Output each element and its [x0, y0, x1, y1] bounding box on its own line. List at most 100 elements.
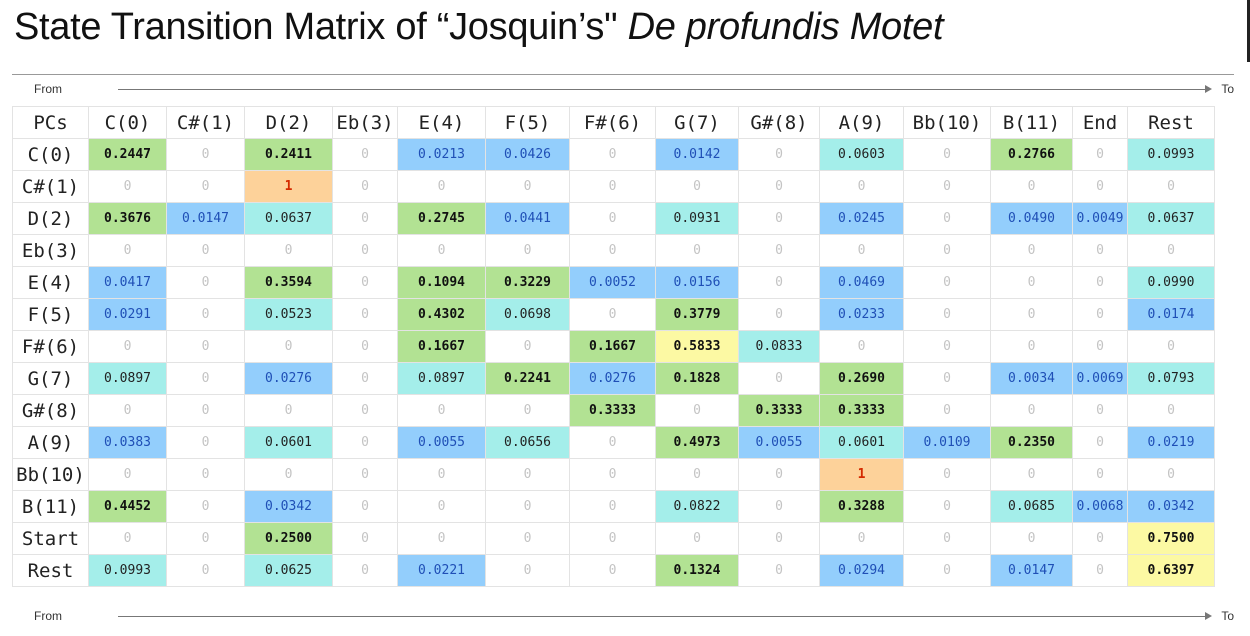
matrix-row: G(7) 0.0897 0 0.0276 0 0.0897 0.2241 0.0276 0.18…: [12, 362, 1215, 395]
matrix-cell: 0: [738, 458, 820, 491]
matrix-cell: 0.0685: [990, 490, 1073, 523]
matrix-cell: 0.2411: [244, 138, 333, 171]
matrix-cell: 0: [332, 266, 398, 299]
matrix-cell: 0.2745: [397, 202, 486, 235]
matrix-cell: 0: [166, 234, 245, 267]
matrix-cell: 0: [1127, 394, 1215, 427]
matrix-cell: 0: [1127, 330, 1215, 363]
matrix-cell: 0.0993: [1127, 138, 1215, 171]
matrix-cell: 0.0993: [88, 554, 167, 587]
matrix-cell: 0: [332, 362, 398, 395]
matrix-cell: 0.2766: [990, 138, 1073, 171]
matrix-cell: 0: [655, 234, 739, 267]
matrix-cell: 0: [397, 234, 486, 267]
matrix-cell: 0.0793: [1127, 362, 1215, 395]
matrix-cell: 0: [903, 330, 991, 363]
row-header: E(4): [12, 266, 89, 299]
matrix-cell: 0: [569, 234, 656, 267]
matrix-cell: 0.6397: [1127, 554, 1215, 587]
matrix-row: Bb(10) 0 0 0 0 0 0 0 0 0 1 0 0 0 0: [12, 458, 1215, 491]
column-header: C(0): [88, 106, 167, 139]
matrix-cell: 0: [485, 234, 570, 267]
matrix-cell: 0: [738, 234, 820, 267]
transition-matrix: PCs C(0) C#(1) D(2) Eb(3) E(4) F(5) F#(6) G(7) G#…: [12, 106, 1215, 587]
matrix-cell: 0.2690: [819, 362, 904, 395]
matrix-cell: 0: [485, 330, 570, 363]
matrix-cell: 0: [166, 170, 245, 203]
matrix-cell: 0: [332, 426, 398, 459]
matrix-cell: 0: [485, 554, 570, 587]
matrix-cell: 0: [569, 138, 656, 171]
matrix-cell: 0.0294: [819, 554, 904, 587]
matrix-cell: 0.4452: [88, 490, 167, 523]
from-to-arrow-bottom: From To: [12, 607, 1234, 625]
matrix-cell: 0.0637: [244, 202, 333, 235]
matrix-cell: 0.0383: [88, 426, 167, 459]
matrix-cell: 0: [819, 234, 904, 267]
matrix-cell: 0: [903, 298, 991, 331]
matrix-cell: 0: [903, 490, 991, 523]
matrix-cell: 0: [903, 202, 991, 235]
matrix-cell: 0.0147: [166, 202, 245, 235]
matrix-cell: 0.0069: [1072, 362, 1128, 395]
matrix-cell: 0: [903, 554, 991, 587]
matrix-cell: 0: [332, 490, 398, 523]
matrix-cell: 0.0221: [397, 554, 486, 587]
matrix-cell: 0.0291: [88, 298, 167, 331]
matrix-cell: 0: [738, 554, 820, 587]
matrix-cell: 0: [332, 554, 398, 587]
matrix-cell: 0: [332, 298, 398, 331]
matrix-cell: 1: [244, 170, 333, 203]
row-header: Bb(10): [12, 458, 89, 491]
matrix-cell: 0: [88, 234, 167, 267]
matrix-cell: 0.3288: [819, 490, 904, 523]
matrix-cell: 0: [332, 170, 398, 203]
matrix-cell: 0: [166, 522, 245, 555]
matrix-cell: 0: [738, 138, 820, 171]
matrix-row: C#(1) 0 0 1 0 0 0 0 0 0 0 0 0 0 0: [12, 170, 1215, 203]
matrix-cell: 0.1094: [397, 266, 486, 299]
matrix-cell: 0.0656: [485, 426, 570, 459]
matrix-cell: 0: [990, 266, 1073, 299]
matrix-cell: 0.3333: [569, 394, 656, 427]
row-header: Rest: [12, 554, 89, 587]
matrix-cell: 0: [738, 266, 820, 299]
matrix-cell: 0: [166, 426, 245, 459]
matrix-cell: 0: [244, 330, 333, 363]
matrix-cell: 0.4302: [397, 298, 486, 331]
matrix-cell: 0.0523: [244, 298, 333, 331]
matrix-row: Eb(3) 0 0 0 0 0 0 0 0 0 0 0 0 0 0: [12, 234, 1215, 267]
column-header: G#(8): [738, 106, 820, 139]
matrix-cell: 0: [738, 362, 820, 395]
matrix-cell: 0.0601: [244, 426, 333, 459]
matrix-cell: 0: [166, 266, 245, 299]
matrix-cell: 0: [655, 458, 739, 491]
column-header: End: [1072, 106, 1128, 139]
matrix-cell: 0.0156: [655, 266, 739, 299]
matrix-cell: 0: [990, 458, 1073, 491]
from-to-arrow-top: From To: [12, 80, 1234, 98]
matrix-cell: 0: [1127, 234, 1215, 267]
matrix-cell: 0: [485, 394, 570, 427]
matrix-cell: 0.3333: [738, 394, 820, 427]
matrix-cell: 0: [569, 458, 656, 491]
matrix-cell: 0: [397, 458, 486, 491]
matrix-cell: 0: [819, 522, 904, 555]
matrix-cell: 0: [166, 138, 245, 171]
title-main: State Transition Matrix of “Josquin’s": [14, 6, 628, 48]
matrix-cell: 0: [88, 522, 167, 555]
matrix-cell: 0.0342: [1127, 490, 1215, 523]
matrix-cell: 0.0625: [244, 554, 333, 587]
column-header: Eb(3): [332, 106, 398, 139]
column-header: E(4): [397, 106, 486, 139]
matrix-cell: 0.0213: [397, 138, 486, 171]
column-header: G(7): [655, 106, 739, 139]
matrix-cell: 0.0897: [397, 362, 486, 395]
to-label: To: [1221, 609, 1234, 623]
matrix-cell: 0: [990, 394, 1073, 427]
row-header: C(0): [12, 138, 89, 171]
matrix-cell: 0: [1072, 426, 1128, 459]
title-italic: De profundis Motet: [627, 6, 944, 48]
matrix-cell: 0.0698: [485, 298, 570, 331]
row-header: G#(8): [12, 394, 89, 427]
